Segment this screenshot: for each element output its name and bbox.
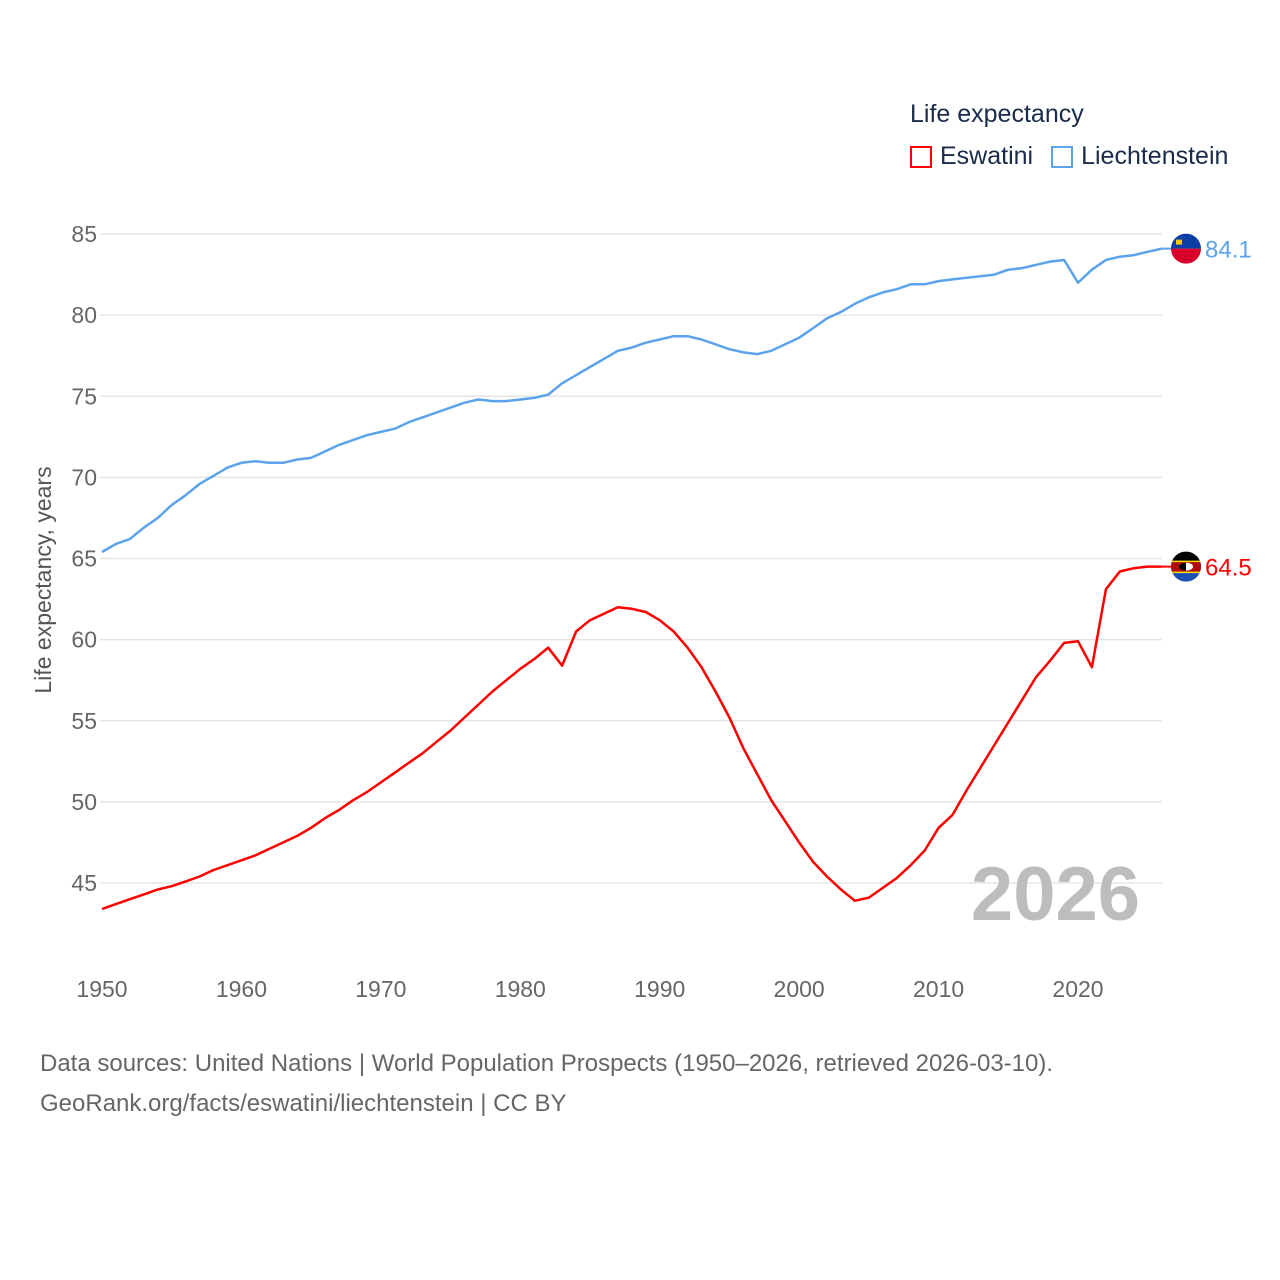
y-tick-label: 75 — [71, 383, 97, 409]
y-tick-label: 70 — [71, 464, 97, 490]
x-tick-label: 1950 — [76, 976, 127, 1002]
x-tick-label: 1990 — [634, 976, 685, 1002]
x-tick-label: 2020 — [1052, 976, 1103, 1002]
end-value-label-eswatini: 64.5 — [1205, 555, 1252, 582]
y-tick-label: 50 — [71, 789, 97, 815]
x-tick-label: 1970 — [355, 976, 406, 1002]
legend-item-liechtenstein[interactable]: Liechtenstein — [1051, 142, 1228, 171]
series-line-eswatini — [101, 565, 1162, 911]
legend-label: Liechtenstein — [1081, 142, 1229, 170]
y-tick-label: 65 — [71, 546, 97, 572]
y-axis-ticks: 85 80 75 70 65 60 55 50 45 — [71, 221, 97, 896]
footer: Data sources: United Nations | World Pop… — [40, 1044, 1053, 1124]
legend-swatch-liechtenstein — [1051, 145, 1074, 168]
x-tick-label: 2000 — [774, 976, 825, 1002]
data-sources: Data sources: United Nations | World Pop… — [40, 1050, 1054, 1077]
y-axis-label: Life expectancy, years — [30, 466, 56, 693]
y-tick-label: 60 — [71, 627, 97, 653]
y-tick-label: 55 — [71, 708, 97, 734]
end-value-label-liechtenstein: 84.1 — [1205, 237, 1252, 264]
x-tick-label: 2010 — [913, 976, 964, 1002]
x-axis-ticks: 1950 1960 1970 1980 1990 2000 2010 2020 — [76, 976, 1103, 1002]
series-line-liechtenstein — [101, 247, 1162, 554]
source-link[interactable]: GeoRank.org/facts/eswatini/liechtenstein… — [40, 1090, 567, 1117]
legend-item-eswatini[interactable]: Eswatini — [910, 142, 1033, 171]
y-tick-label: 85 — [71, 221, 97, 247]
gridlines — [100, 233, 1162, 884]
flag-liechtenstein-icon — [1171, 233, 1201, 264]
legend-label: Eswatini — [940, 142, 1034, 170]
year-watermark: 2026 — [971, 852, 1140, 937]
y-tick-label: 80 — [71, 302, 97, 328]
series-lines — [101, 247, 1162, 911]
end-markers: 64.5 84.1 — [1161, 233, 1252, 582]
y-tick-label: 45 — [71, 870, 97, 896]
legend-swatch-eswatini — [910, 145, 932, 168]
legend: Eswatini Liechtenstein — [910, 142, 1246, 171]
x-tick-label: 1980 — [495, 976, 546, 1002]
legend-title: Life expectancy — [910, 100, 1084, 128]
flag-eswatini-icon — [1171, 551, 1201, 582]
x-tick-label: 1960 — [216, 976, 267, 1002]
